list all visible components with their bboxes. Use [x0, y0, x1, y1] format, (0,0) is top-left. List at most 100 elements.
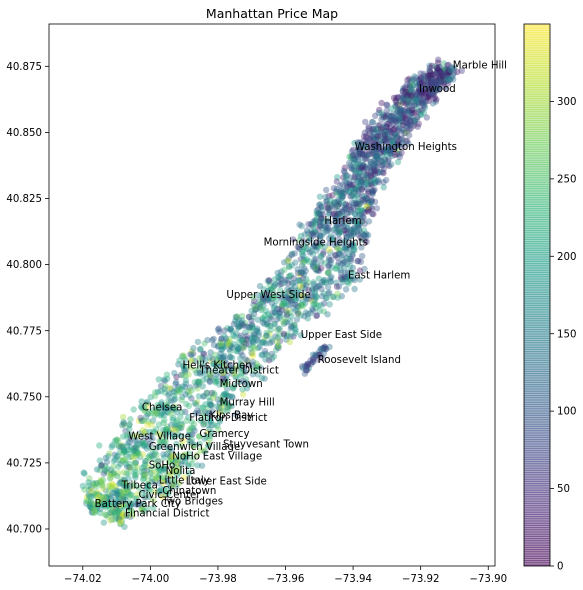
scatter-point: [397, 98, 404, 105]
scatter-point: [165, 392, 172, 399]
scatter-point: [216, 416, 224, 423]
scatter-point: [278, 306, 285, 314]
scatter-point: [279, 302, 286, 310]
scatter-point: [120, 418, 127, 426]
scatter-point: [202, 401, 209, 408]
scatter-point: [385, 127, 393, 134]
scatter-point: [173, 409, 181, 416]
scatter-point: [413, 115, 421, 122]
scatter-point: [116, 480, 123, 488]
scatter-point: [160, 376, 167, 383]
scatter-point: [144, 421, 151, 428]
scatter-point: [93, 483, 100, 490]
scatter-point: [220, 399, 227, 406]
scatter-point: [356, 139, 363, 146]
scatter-point: [213, 361, 220, 368]
scatter-point: [394, 142, 401, 149]
scatter-point: [296, 303, 304, 310]
scatter-point: [106, 499, 113, 506]
scatter-point: [372, 147, 379, 154]
scatter-point: [200, 393, 207, 400]
scatter-point: [413, 105, 421, 112]
scatter-point: [371, 198, 379, 206]
scatter-point: [114, 491, 122, 499]
scatter-point: [376, 106, 383, 114]
scatter-point: [332, 252, 339, 259]
scatter-point: [390, 94, 398, 102]
scatter-point: [417, 86, 425, 93]
scatter-point: [429, 62, 436, 69]
scatter-point: [249, 338, 256, 345]
scatter-point: [371, 176, 378, 183]
scatter-point: [290, 279, 297, 286]
scatter-point: [207, 349, 214, 356]
scatter-point: [329, 192, 336, 199]
scatter-point: [430, 80, 437, 88]
scatter-point: [334, 262, 341, 270]
colorbar-tick-label: 0: [557, 562, 563, 573]
scatter-point: [312, 292, 320, 300]
scatter-point: [141, 439, 149, 447]
scatter-point: [164, 487, 171, 494]
scatter-point: [339, 189, 347, 196]
scatter-point: [127, 513, 134, 520]
scatter-point: [362, 118, 369, 126]
scatter-point: [222, 357, 229, 364]
scatter-point: [354, 203, 361, 210]
scatter-point: [297, 283, 304, 290]
scatter-point: [399, 140, 407, 148]
scatter-point: [325, 290, 332, 297]
scatter-point: [310, 222, 317, 230]
scatter-point: [332, 188, 340, 195]
scatter-point: [245, 314, 253, 321]
scatter-point: [173, 422, 180, 430]
scatter-point: [186, 425, 194, 433]
scatter-point: [351, 152, 358, 159]
scatter-point: [136, 500, 143, 508]
scatter-point: [223, 338, 231, 345]
scatter-point: [291, 321, 298, 329]
scatter-point: [267, 315, 275, 322]
scatter-point: [133, 437, 140, 444]
y-tick-label: 40.725: [6, 458, 42, 469]
scatter-point: [433, 75, 440, 82]
scatter-point: [361, 265, 368, 273]
scatter-point: [364, 174, 371, 182]
scatter-point: [120, 469, 127, 476]
scatter-point: [311, 228, 319, 235]
scatter-point: [306, 258, 313, 265]
neighborhood-label: East Harlem: [348, 270, 410, 281]
scatter-point: [407, 109, 414, 116]
scatter-point: [308, 231, 315, 238]
scatter-point: [415, 80, 423, 88]
scatter-point: [240, 391, 247, 398]
scatter-point: [118, 476, 125, 483]
scatter-point: [365, 128, 372, 135]
scatter-point: [364, 171, 372, 179]
scatter-point: [333, 178, 340, 185]
scatter-point: [296, 271, 303, 278]
scatter-point: [93, 480, 100, 487]
scatter-point: [160, 404, 167, 412]
scatter-point: [427, 69, 434, 76]
scatter-point: [138, 505, 145, 512]
scatter-point: [141, 467, 148, 475]
scatter-point: [122, 460, 130, 468]
scatter-point: [334, 210, 341, 218]
scatter-point: [341, 214, 348, 222]
scatter-point: [169, 406, 176, 413]
scatter-point: [385, 156, 392, 163]
scatter-point: [211, 421, 218, 429]
scatter-point: [186, 392, 193, 399]
scatter-point: [261, 334, 269, 341]
scatter-point: [204, 442, 212, 450]
scatter-point: [324, 284, 332, 291]
scatter-point: [173, 472, 181, 479]
scatter-point: [407, 121, 414, 129]
scatter-point: [351, 195, 358, 202]
scatter-point: [229, 385, 237, 392]
scatter-point: [330, 226, 337, 234]
scatter-point: [351, 167, 358, 174]
scatter-point: [272, 309, 279, 317]
scatter-point: [254, 316, 262, 323]
